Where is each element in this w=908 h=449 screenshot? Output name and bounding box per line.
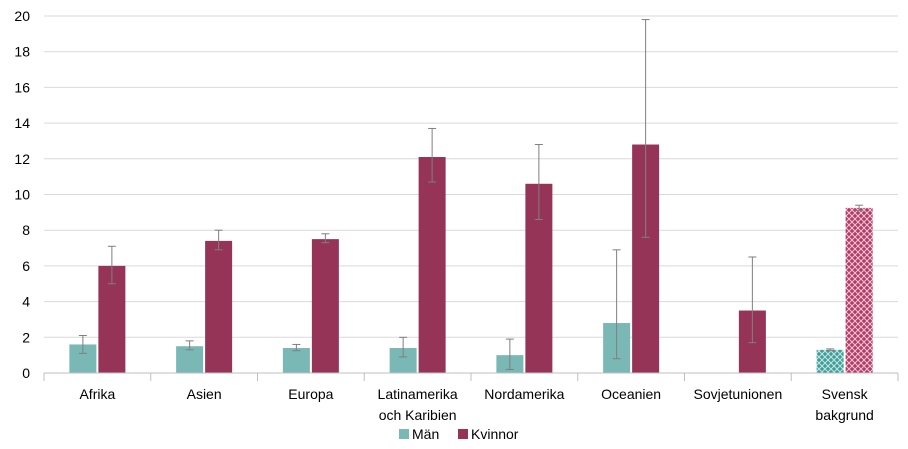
y-tick-label: 0 <box>22 365 30 381</box>
x-category-label: bakgrund <box>815 407 873 423</box>
y-tick-label: 18 <box>14 44 30 60</box>
x-category-label: Svensk <box>822 386 869 402</box>
bar-woman <box>845 207 873 373</box>
y-tick-label: 16 <box>14 79 30 95</box>
x-category-label: Europa <box>288 386 333 402</box>
y-tick-label: 10 <box>14 187 30 203</box>
y-tick-label: 14 <box>14 115 30 131</box>
x-category-label: Nordamerika <box>484 386 564 402</box>
y-axis: 0 2 4 6 8 10 12 14 16 18 20 <box>14 8 30 381</box>
x-category-label: Oceanien <box>601 386 661 402</box>
gridlines <box>44 15 898 338</box>
legend-swatch-woman <box>458 429 468 439</box>
y-tick-label: 2 <box>22 329 30 345</box>
legend-label-man: Män <box>412 426 439 442</box>
y-tick-label: 20 <box>14 8 30 24</box>
x-category-label: Sovjetunionen <box>694 386 783 402</box>
bar-man <box>282 348 310 373</box>
bar-man <box>816 349 844 373</box>
bar-man <box>176 346 204 373</box>
y-tick-label: 4 <box>22 294 30 310</box>
legend: Män Kvinnor <box>399 426 519 442</box>
bars <box>69 144 873 373</box>
x-category-label: Afrika <box>79 386 115 402</box>
y-tick-label: 12 <box>14 151 30 167</box>
bar-woman <box>311 239 339 373</box>
y-tick-label: 6 <box>22 258 30 274</box>
x-category-label: Latinamerika <box>378 386 458 402</box>
bar-woman <box>205 240 233 373</box>
x-category-label: och Karibien <box>379 407 457 423</box>
y-tick-label: 8 <box>22 222 30 238</box>
bar-woman <box>418 157 446 373</box>
x-category-label: Asien <box>187 386 222 402</box>
x-axis: Afrika Asien Europa Latinamerika och Karibie… <box>43 372 899 423</box>
legend-label-woman: Kvinnor <box>471 426 519 442</box>
legend-swatch-man <box>399 429 409 439</box>
error-bars <box>78 19 864 370</box>
